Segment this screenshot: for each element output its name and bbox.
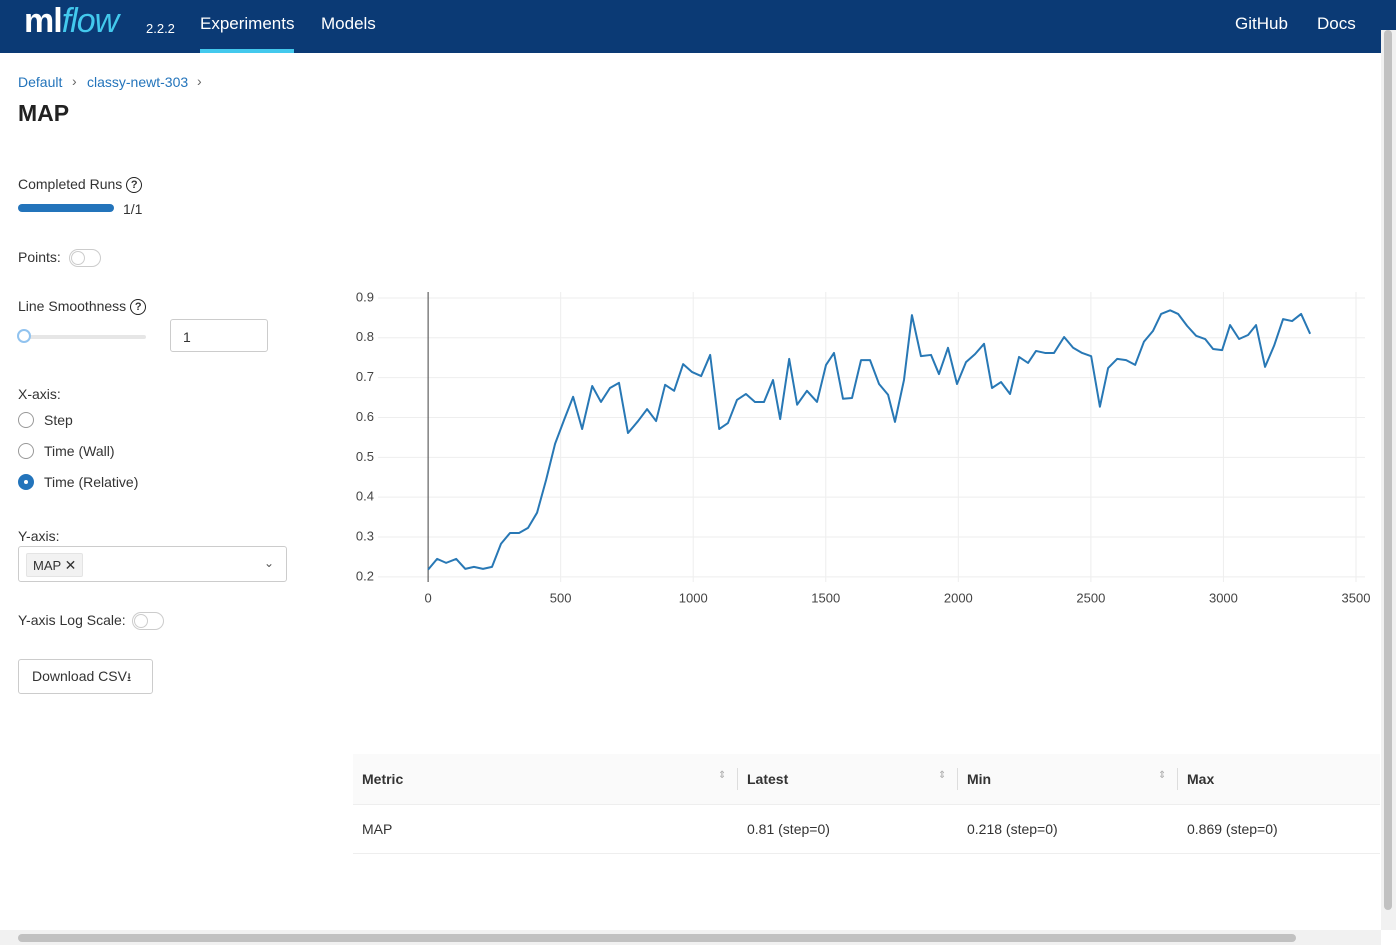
column-header[interactable]: Min <box>967 771 992 787</box>
x-tick-label: 1500 <box>811 590 840 605</box>
y-tick-label: 0.6 <box>356 409 374 424</box>
y-tick-label: 0.9 <box>356 289 374 304</box>
smoothness-value: 1 <box>183 329 191 345</box>
y-tick-label: 0.5 <box>356 449 374 464</box>
y-axis-select[interactable]: MAP ✕ ⌄ <box>18 546 287 582</box>
help-icon[interactable]: ? <box>130 299 147 316</box>
points-toggle[interactable] <box>69 249 101 267</box>
version: 2.2.2 <box>146 21 175 36</box>
series-line <box>427 309 1312 571</box>
column-divider <box>957 768 958 790</box>
dropdown-arrow[interactable]: ⌄ <box>263 556 274 570</box>
table-cell: 0.218 (step=0) <box>967 821 1058 837</box>
y-tick-label: 0.4 <box>356 489 374 504</box>
y-axis-label: Y-axis: <box>18 528 60 544</box>
y-tick-label: 0.3 <box>356 528 374 543</box>
column-divider <box>737 768 738 790</box>
nav-item[interactable]: Experiments <box>200 14 295 53</box>
log-scale-label: Y-axis Log Scale: <box>18 612 126 628</box>
chart: 0.2 0.3 0.4 0.5 0.6 0.7 0.8 0.9 0 500 1000 1500 2000… <box>356 289 1371 605</box>
breadcrumb-link[interactable]: classy-newt-303 <box>87 74 189 90</box>
download-icon: ⭳ <box>126 670 132 684</box>
log-scale-toggle[interactable] <box>132 612 164 630</box>
points-label: Points: <box>18 249 61 265</box>
horizontal-scrollbar[interactable] <box>0 930 1381 945</box>
column-divider <box>1177 768 1178 790</box>
sort-icon[interactable]: ⇕ <box>718 770 727 781</box>
smoothness-label: Line Smoothness? <box>18 298 147 316</box>
download-text: Download CSV <box>32 668 127 684</box>
nav-link[interactable]: GitHub <box>1235 14 1288 33</box>
completed-runs-label: Completed Runs? <box>18 176 143 194</box>
breadcrumb-separator: › <box>197 73 202 89</box>
scroll-thumb[interactable] <box>18 934 1296 942</box>
table-row-border <box>353 853 1380 854</box>
x-tick-label: 1000 <box>679 590 708 605</box>
radio-selected[interactable] <box>18 474 34 490</box>
tag-text: MAP <box>33 558 61 573</box>
breadcrumb-link[interactable]: Default <box>18 74 63 90</box>
logo-ml: ml <box>24 2 63 40</box>
radio[interactable] <box>18 443 34 459</box>
page-title: MAP <box>18 100 70 126</box>
download-button[interactable]: Download CSV⭳ <box>18 659 153 694</box>
progress-bar <box>18 204 114 212</box>
y-tick-label: 0.8 <box>356 329 374 344</box>
x-tick-label: 2500 <box>1076 590 1105 605</box>
x-axis-label: X-axis: <box>18 386 61 402</box>
table-cell: MAP <box>362 821 393 837</box>
table-header <box>353 754 1380 805</box>
header: mlflow 2.2.2 Experiments Models GitHub D… <box>0 0 1396 53</box>
slider-handle[interactable] <box>17 329 31 343</box>
radio-label[interactable]: Time (Relative) <box>44 474 139 490</box>
smoothness-text: Line Smoothness <box>18 298 127 314</box>
x-tick-label: 3500 <box>1342 590 1371 605</box>
select-tag: MAP ✕ <box>26 553 84 577</box>
column-header[interactable]: Max <box>1187 771 1215 787</box>
runs-count: 1/1 <box>123 201 143 217</box>
radio-label[interactable]: Step <box>44 412 73 428</box>
breadcrumb-separator: › <box>72 73 77 89</box>
radio[interactable] <box>18 412 34 428</box>
logo-flow: flow <box>61 2 119 40</box>
nav-link[interactable]: Docs <box>1317 14 1356 33</box>
y-tick-label: 0.7 <box>356 369 374 384</box>
tag-remove[interactable]: ✕ <box>64 557 77 573</box>
help-icon[interactable]: ? <box>126 177 143 194</box>
logo[interactable]: mlflow <box>24 2 119 41</box>
x-tick-label: 500 <box>550 590 572 605</box>
table-cell: 0.81 (step=0) <box>747 821 830 837</box>
y-tick-label: 0.2 <box>356 568 374 583</box>
column-header[interactable]: Latest <box>747 771 789 787</box>
slider-track <box>24 335 146 339</box>
sort-icon[interactable]: ⇕ <box>1158 770 1167 781</box>
x-tick-label: 2000 <box>944 590 973 605</box>
completed-runs-text: Completed Runs <box>18 176 123 192</box>
table-cell: 0.869 (step=0) <box>1187 821 1278 837</box>
x-tick-label: 0 <box>424 590 431 605</box>
vertical-scrollbar[interactable] <box>1381 30 1396 930</box>
x-tick-label: 3000 <box>1209 590 1238 605</box>
smoothness-input[interactable]: 1 <box>170 319 268 352</box>
column-header[interactable]: Metric <box>362 771 404 787</box>
nav-item[interactable]: Models <box>321 14 376 33</box>
radio-label[interactable]: Time (Wall) <box>44 443 115 459</box>
scroll-thumb[interactable] <box>1384 30 1392 910</box>
sort-icon[interactable]: ⇕ <box>938 770 947 781</box>
